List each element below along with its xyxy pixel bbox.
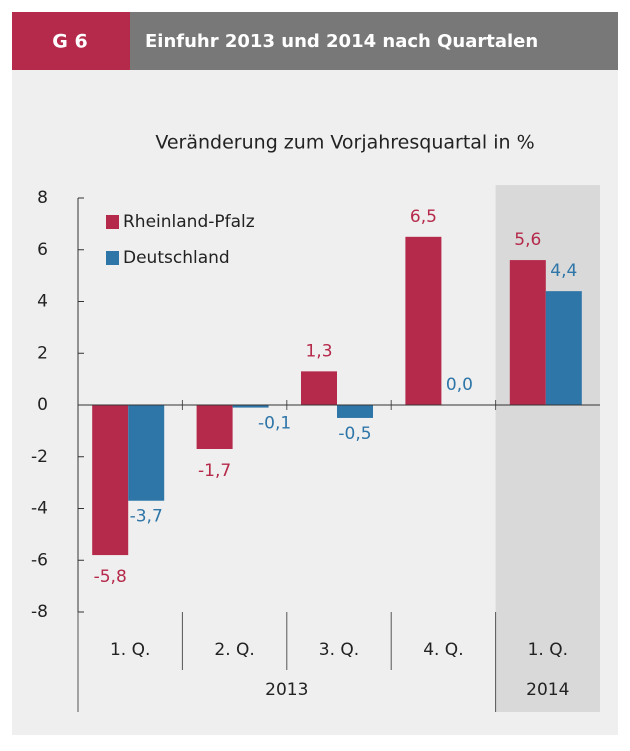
value-label: -5,8 [94, 567, 127, 587]
value-label: -3,7 [130, 507, 163, 527]
value-label: 1,3 [305, 341, 332, 361]
legend-label: Rheinland-Pfalz [123, 212, 255, 232]
group-label: 2013 [265, 680, 308, 700]
bar [301, 371, 337, 405]
value-label: 4,4 [550, 261, 577, 281]
value-label: -1,7 [198, 461, 231, 481]
bar [92, 405, 128, 555]
legend-swatch [106, 251, 119, 265]
group-label: 2014 [526, 680, 569, 700]
value-label: 5,6 [514, 230, 541, 250]
value-label: 0,0 [446, 375, 473, 395]
x-tick-label: 1. Q. [110, 640, 150, 660]
y-tick-label: 0 [37, 395, 48, 415]
y-tick-label: 4 [37, 292, 48, 312]
bar [197, 405, 233, 449]
bar [128, 405, 164, 501]
legend-label: Deutschland [123, 248, 230, 268]
y-tick-label: 2 [37, 343, 48, 363]
chart-subtitle: Veränderung zum Vorjahresquartal in % [155, 132, 534, 154]
y-tick-label: -4 [31, 499, 48, 519]
y-tick-label: -6 [31, 550, 48, 570]
y-tick-label: -8 [31, 602, 48, 622]
x-tick-label: 2. Q. [214, 640, 254, 660]
y-tick-label: -2 [31, 447, 48, 467]
value-label: -0,1 [258, 414, 291, 434]
bar [546, 291, 582, 405]
legend-swatch [106, 215, 119, 229]
value-label: 6,5 [410, 207, 437, 227]
bar [405, 237, 441, 405]
x-tick-label: 3. Q. [319, 640, 359, 660]
y-tick-label: 8 [37, 188, 48, 208]
x-tick-label: 4. Q. [423, 640, 463, 660]
value-label: -0,5 [338, 424, 371, 444]
chart-title: Einfuhr 2013 und 2014 nach Quartalen [145, 31, 538, 52]
header-label: G 6 [52, 31, 87, 53]
bar [337, 405, 373, 418]
x-tick-label: 1. Q. [528, 640, 568, 660]
bar [510, 260, 546, 405]
y-tick-label: 6 [37, 240, 48, 260]
